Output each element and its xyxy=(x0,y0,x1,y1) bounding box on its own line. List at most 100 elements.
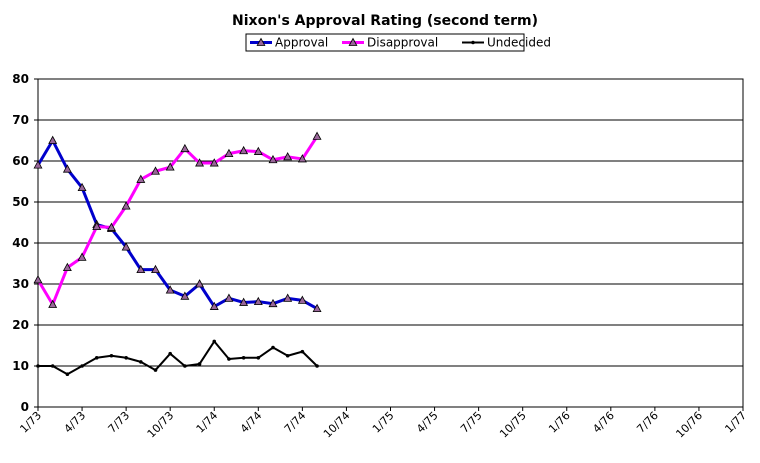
data-point xyxy=(77,252,87,261)
data-point xyxy=(109,353,114,358)
series-line xyxy=(36,135,319,306)
series-line xyxy=(36,139,318,310)
data-point xyxy=(271,345,275,350)
data-point xyxy=(139,360,143,364)
x-tick-label: 7/75 xyxy=(458,409,485,436)
data-point xyxy=(212,339,217,344)
series-layer xyxy=(33,131,322,377)
y-tick-label: 70 xyxy=(12,113,29,127)
x-tick-label: 1/74 xyxy=(194,409,221,436)
x-tick-label: 10/76 xyxy=(673,409,705,441)
data-point xyxy=(136,174,146,183)
series-disapproval xyxy=(33,131,322,308)
legend-label: Disapproval xyxy=(367,36,438,50)
data-point xyxy=(285,353,290,358)
data-point xyxy=(136,264,146,274)
data-point xyxy=(312,303,322,312)
legend-label: Approval xyxy=(275,36,328,50)
data-point xyxy=(315,364,319,368)
y-tick-label: 40 xyxy=(12,236,29,250)
data-point xyxy=(239,145,249,155)
data-point xyxy=(348,37,358,46)
data-point xyxy=(224,293,234,302)
data-point xyxy=(241,356,246,360)
data-point xyxy=(80,364,84,368)
data-point xyxy=(33,160,43,169)
data-point xyxy=(253,296,263,306)
x-tick-label: 1/75 xyxy=(370,409,397,436)
data-point xyxy=(297,295,307,304)
data-point xyxy=(121,201,131,210)
data-point xyxy=(209,158,219,167)
data-point xyxy=(195,279,205,288)
data-point xyxy=(65,372,70,377)
data-point xyxy=(121,242,131,251)
data-point xyxy=(48,135,58,144)
y-tick-label: 20 xyxy=(12,318,29,332)
legend: Approval Disapproval Undecided xyxy=(245,33,551,52)
data-point xyxy=(268,298,278,308)
y-tick-label: 60 xyxy=(12,154,29,168)
data-point xyxy=(151,264,160,274)
data-point xyxy=(268,154,278,164)
x-tick-label: 7/73 xyxy=(106,409,133,436)
legend-item-disapproval: Disapproval xyxy=(342,36,438,50)
data-point xyxy=(312,131,322,140)
y-axis: 0 10 20 30 40 50 60 70 80 xyxy=(12,72,38,414)
chart-title: Nixon's Approval Rating (second term) xyxy=(232,13,538,29)
legend-item-approval: Approval xyxy=(250,36,328,50)
data-point xyxy=(239,297,249,306)
data-point xyxy=(151,166,160,175)
y-tick-label: 0 xyxy=(21,400,29,414)
x-tick-label: 4/76 xyxy=(590,409,617,436)
data-point xyxy=(165,285,175,294)
data-point xyxy=(153,368,158,372)
x-tick-label: 7/76 xyxy=(634,409,661,436)
data-point xyxy=(224,148,234,158)
x-tick-label: 4/74 xyxy=(238,409,265,436)
data-point xyxy=(180,143,190,153)
data-point xyxy=(209,301,219,310)
data-point xyxy=(180,291,190,300)
data-point xyxy=(168,351,172,356)
y-tick-label: 80 xyxy=(12,72,29,86)
y-tick-label: 10 xyxy=(12,359,29,373)
data-point xyxy=(50,364,55,368)
x-tick-label: 10/75 xyxy=(497,409,529,441)
data-point xyxy=(36,364,40,368)
data-point xyxy=(124,356,128,360)
x-tick-label: 7/74 xyxy=(282,409,309,436)
x-tick-label: 4/75 xyxy=(414,409,441,436)
data-point xyxy=(48,299,58,308)
series-line xyxy=(38,340,318,376)
legend-item-undecided: Undecided xyxy=(462,36,551,50)
x-axis: 1/73 4/73 7/73 10/73 1/74 4/74 7/74 10/74 1/75 4/… xyxy=(17,407,749,441)
x-tick-label: 1/76 xyxy=(546,409,573,436)
data-point xyxy=(300,349,305,354)
x-tick-label: 4/73 xyxy=(62,409,89,436)
data-point xyxy=(165,162,175,171)
data-point xyxy=(297,154,307,163)
series-approval xyxy=(33,135,322,312)
series-undecided xyxy=(36,339,319,377)
data-point xyxy=(183,364,187,368)
y-tick-label: 50 xyxy=(12,195,29,209)
legend-label: Undecided xyxy=(487,36,551,50)
data-point xyxy=(77,182,87,192)
data-point xyxy=(471,40,475,45)
data-point xyxy=(92,221,102,230)
data-point xyxy=(33,275,43,284)
data-point xyxy=(283,152,293,161)
y-tick-label: 30 xyxy=(12,277,29,291)
gridlines xyxy=(38,119,743,367)
data-point xyxy=(62,164,72,173)
data-point xyxy=(94,356,99,360)
data-point xyxy=(253,146,263,155)
data-point xyxy=(106,222,116,231)
data-point xyxy=(195,158,205,167)
data-point xyxy=(256,37,266,46)
data-point xyxy=(227,357,231,361)
data-point xyxy=(62,262,72,271)
x-tick-label: 10/73 xyxy=(145,409,177,441)
